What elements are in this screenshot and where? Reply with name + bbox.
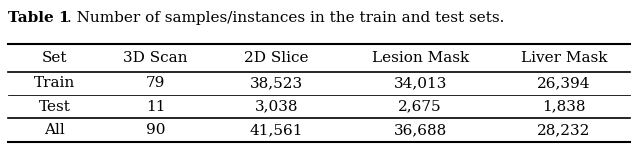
- Text: 79: 79: [146, 76, 165, 90]
- Text: 2D Slice: 2D Slice: [244, 51, 308, 65]
- Text: . Number of samples/instances in the train and test sets.: . Number of samples/instances in the tra…: [67, 11, 504, 25]
- Text: 90: 90: [146, 123, 165, 137]
- Text: All: All: [44, 123, 65, 137]
- Text: 3D Scan: 3D Scan: [123, 51, 188, 65]
- Text: 2,675: 2,675: [398, 100, 442, 114]
- Text: 1,838: 1,838: [542, 100, 586, 114]
- Text: Set: Set: [41, 51, 67, 65]
- Text: 26,394: 26,394: [537, 76, 591, 90]
- Text: 34,013: 34,013: [394, 76, 447, 90]
- Text: Train: Train: [34, 76, 75, 90]
- Text: 38,523: 38,523: [249, 76, 303, 90]
- Text: 41,561: 41,561: [249, 123, 303, 137]
- Text: 11: 11: [146, 100, 165, 114]
- Text: Lesion Mask: Lesion Mask: [371, 51, 469, 65]
- Text: Test: Test: [38, 100, 70, 114]
- Text: 36,688: 36,688: [394, 123, 447, 137]
- Text: 28,232: 28,232: [537, 123, 591, 137]
- Text: Liver Mask: Liver Mask: [521, 51, 607, 65]
- Text: Table 1: Table 1: [8, 11, 70, 25]
- Text: 3,038: 3,038: [255, 100, 298, 114]
